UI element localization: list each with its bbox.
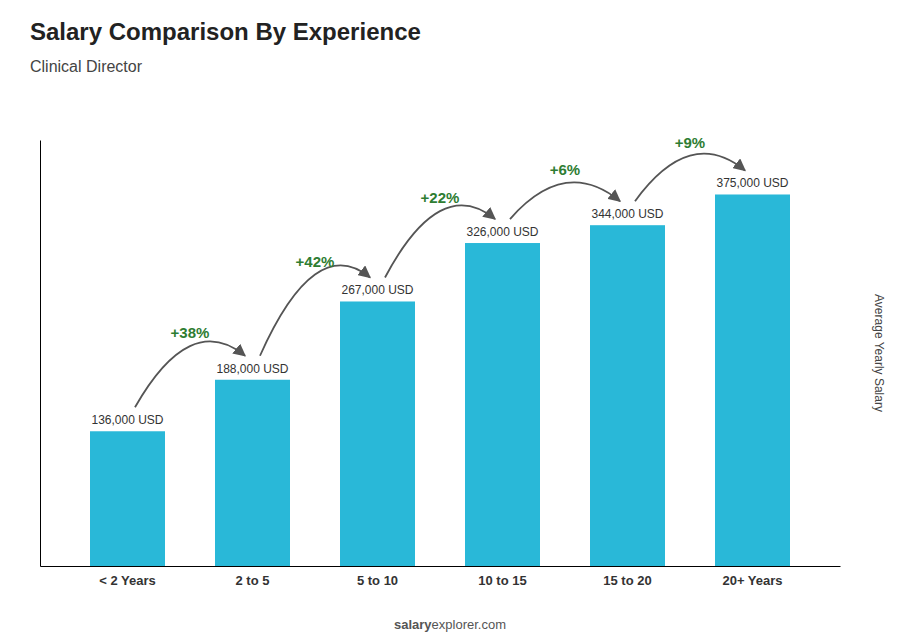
x-tick: 15 to 20 xyxy=(603,573,651,588)
bar xyxy=(340,301,415,566)
change-arrow xyxy=(260,265,370,355)
footer-part: salary xyxy=(394,617,432,632)
x-tick-label: 2 to 5 xyxy=(236,573,270,588)
change-arrow xyxy=(385,205,495,277)
y-axis-label: Average Yearly Salary xyxy=(872,294,886,412)
x-axis: < 2 Years 2 to 5 5 to 10 10 to 15 15 to 20 20… xyxy=(41,567,841,589)
change-label: +9% xyxy=(675,134,705,151)
change-arrow xyxy=(135,341,245,407)
subtitle: Clinical Director xyxy=(30,58,143,75)
bar xyxy=(465,243,540,566)
value-label: 326,000 USD xyxy=(466,225,538,239)
value-label: 267,000 USD xyxy=(341,283,413,297)
y-axis-line xyxy=(40,141,41,567)
x-tick: 2 to 5 xyxy=(236,573,270,588)
chart: Salary Comparison By Experience Clinical … xyxy=(0,0,900,641)
bar xyxy=(90,431,165,566)
y-axis xyxy=(40,141,41,567)
change-label: +42% xyxy=(296,253,335,270)
x-tick: 5 to 10 xyxy=(357,573,398,588)
x-tick-label: 5 to 10 xyxy=(357,573,398,588)
annotations: +38% +42% +22% +6% +9% xyxy=(135,134,745,408)
change-label: +6% xyxy=(550,161,580,178)
change-arrow xyxy=(635,154,745,201)
bar xyxy=(590,225,665,566)
x-tick: < 2 Years xyxy=(99,573,156,588)
bars xyxy=(90,194,790,566)
change-label: +38% xyxy=(171,324,210,341)
labels: 136,000 USD 188,000 USD 267,000 USD 326,000… xyxy=(91,176,788,427)
x-axis-line xyxy=(41,566,841,567)
x-tick-label: 10 to 15 xyxy=(478,573,526,588)
footer-part: explorer.com xyxy=(432,617,506,632)
change-label: +22% xyxy=(421,189,460,206)
title: Salary Comparison By Experience xyxy=(30,18,421,45)
bar xyxy=(715,194,790,566)
change-arrow xyxy=(510,182,620,219)
x-tick-label: 20+ Years xyxy=(722,573,782,588)
value-label: 375,000 USD xyxy=(716,176,788,190)
x-tick-label: < 2 Years xyxy=(99,573,156,588)
x-tick: 20+ Years xyxy=(722,573,782,588)
x-tick: 10 to 15 xyxy=(478,573,526,588)
footer: salaryexplorer.com xyxy=(394,617,506,632)
value-label: 188,000 USD xyxy=(216,362,288,376)
value-label: 344,000 USD xyxy=(591,207,663,221)
plot-area: < 2 Years 2 to 5 5 to 10 10 to 15 15 to 20 20… xyxy=(41,134,841,589)
bar xyxy=(215,380,290,566)
x-tick-label: 15 to 20 xyxy=(603,573,651,588)
value-label: 136,000 USD xyxy=(91,413,163,427)
